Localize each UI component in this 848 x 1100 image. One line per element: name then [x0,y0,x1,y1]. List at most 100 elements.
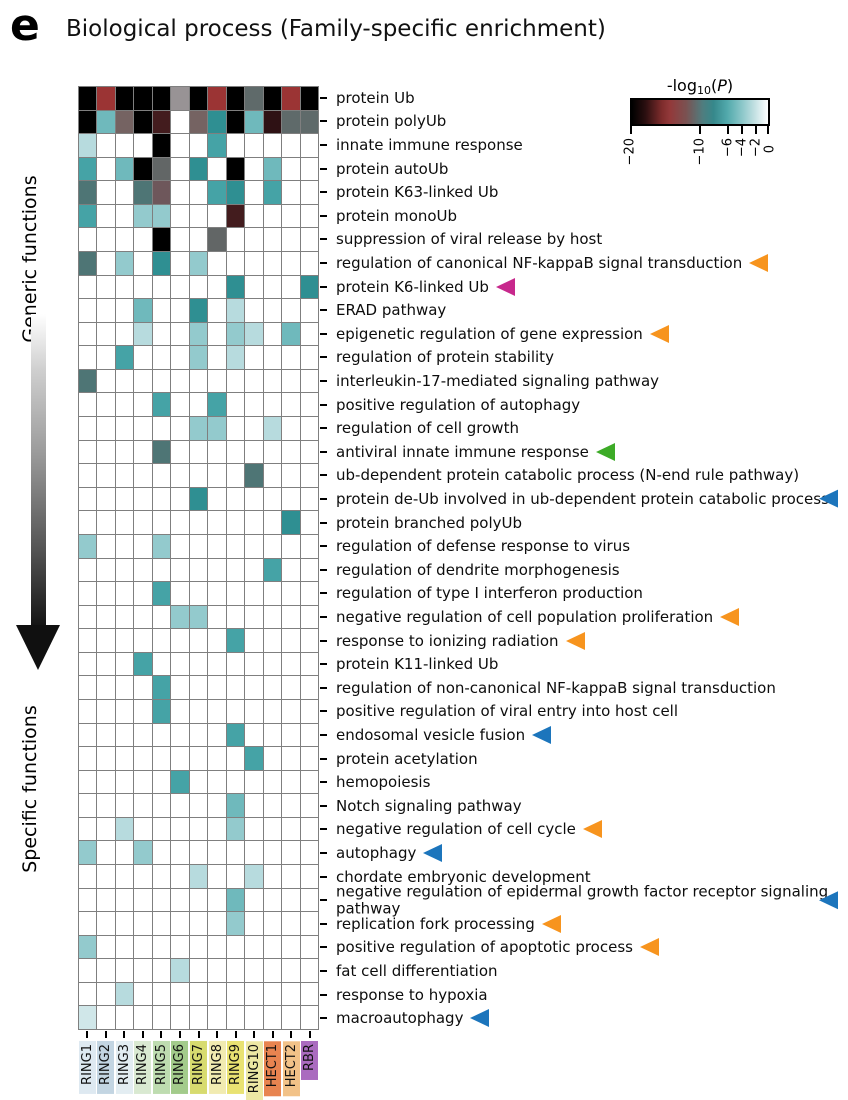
row-label-text: protein de-Ub involved in ub-dependent p… [336,489,829,508]
heatmap-cell [171,440,189,464]
row-tick [320,922,327,925]
row-tick [320,285,327,288]
heatmap-cell [115,369,134,393]
heatmap-cell [208,110,226,134]
row-tick [320,686,327,689]
heatmap-cell [189,982,208,1006]
row-label-text: endosomal vesicle fusion [336,725,526,744]
heatmap-cell [152,228,171,252]
heatmap-cell [189,511,208,534]
orange-arrow-icon [582,820,602,839]
row-label: protein monoUb [336,207,846,224]
row-label-text: chordate embryonic development [336,867,591,886]
heatmap-cell [171,888,189,912]
colorbar-tick-label: −10 [693,138,715,169]
heatmap-cell [245,747,263,770]
heatmap-cell [282,393,300,417]
heatmap-cell [79,110,97,134]
column-label: RING1 [78,1041,97,1098]
heatmap-cell [79,322,97,346]
heatmap-cell [134,770,152,794]
heatmap-cell [263,888,282,912]
row-label: regulation of type I interferon producti… [336,585,846,602]
colorbar-tick-text: −4 [734,138,750,158]
heatmap-cell [79,723,97,747]
heatmap-cell [226,582,245,605]
heatmap-cell [171,959,189,982]
heatmap-cell [300,605,318,629]
row-label: protein autoUb [336,160,846,177]
heatmap-cell [152,582,171,605]
row-label-text: epigenetic regulation of gene expression [336,324,643,343]
colorbar-tick-text: 0 [762,144,778,153]
heatmap-cell [282,110,300,134]
heatmap-cell [79,841,97,864]
heatmap-cell [300,864,318,888]
heatmap-cell [152,605,171,629]
heatmap-cell [189,440,208,464]
heatmap-cell [134,110,152,134]
column-label-text: RING5 [152,1041,170,1094]
heatmap-cell [226,228,245,252]
heatmap-cell [300,275,318,299]
heatmap-cell [245,275,263,299]
heatmap-cell [189,747,208,770]
heatmap-cell [282,723,300,747]
heatmap-cell [115,652,134,676]
heatmap-cell [115,299,134,322]
heatmap-cell [134,935,152,959]
heatmap-cell [263,817,282,841]
heatmap-cell [245,864,263,888]
heatmap-cell [208,464,226,487]
heatmap-cell [263,346,282,369]
row-tick [320,970,327,972]
heatmap-cell [97,935,115,959]
heatmap-cell [79,511,97,534]
heatmap-cell [282,487,300,511]
heatmap-cell [115,770,134,794]
heatmap-cell [245,487,263,511]
heatmap-cell [282,204,300,228]
heatmap-cell [189,699,208,723]
row-tick [320,96,327,99]
row-tick [320,498,327,500]
heatmap-cell [115,888,134,912]
heatmap-cell [134,464,152,487]
heatmap-cell [226,369,245,393]
heatmap-cell [300,888,318,912]
heatmap-cell [226,676,245,699]
heatmap-cell [134,558,152,582]
column-tick [234,1031,237,1038]
row-label-text: regulation of cell growth [336,419,519,438]
row-label: ERAD pathway [336,302,846,319]
heatmap-cell [97,228,115,252]
row-label: regulation of cell growth [336,420,846,437]
heatmap-cell [97,864,115,888]
heatmap-cell [208,817,226,841]
green-arrow-icon [595,442,615,461]
heatmap-cell [171,935,189,959]
column-label: RING8 [208,1041,227,1098]
heatmap-cell [263,487,282,511]
heatmap-cell [208,747,226,770]
heatmap-cell [300,912,318,935]
row-tick [320,592,327,595]
heatmap-cell [208,723,226,747]
heatmap-cell [171,322,189,346]
heatmap-cell [245,699,263,723]
heatmap-cell [79,393,97,417]
heatmap-cell [79,888,97,912]
row-tick [320,663,327,666]
heatmap-cell [226,534,245,558]
heatmap-cell [300,204,318,228]
heatmap-cell [245,346,263,369]
heatmap-cell [171,605,189,629]
heatmap-cell [134,157,152,181]
heatmap-cell [263,1006,282,1029]
row-tick [320,380,327,382]
heatmap-cell [282,1006,300,1029]
row-label: protein polyUb [336,113,846,130]
heatmap-cell [79,275,97,299]
heatmap-cell [300,935,318,959]
heatmap-cell [134,912,152,935]
